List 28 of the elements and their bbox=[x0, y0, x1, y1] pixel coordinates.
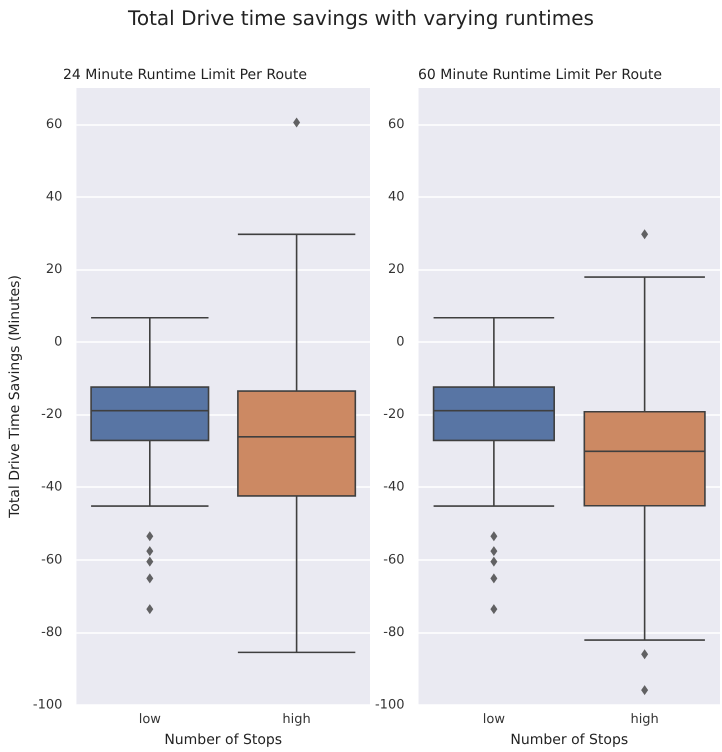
y-tick-label: 20 bbox=[46, 262, 62, 277]
y-tick-label: -100 bbox=[374, 698, 405, 712]
y-tick-label: 60 bbox=[388, 116, 405, 132]
y-tick-label: -20 bbox=[383, 407, 405, 422]
y-tick-label: -40 bbox=[383, 480, 405, 495]
y-tick-label: -60 bbox=[383, 552, 405, 568]
y-tick-label: -80 bbox=[383, 624, 405, 640]
y-tick-label: 0 bbox=[396, 334, 405, 350]
y-tick-label: -40 bbox=[41, 480, 62, 495]
x-tick-label: low bbox=[482, 712, 506, 727]
x-tick-label: low bbox=[138, 712, 162, 727]
chart-title: Total Drive time savings with varying runtimes bbox=[127, 6, 595, 30]
y-tick-label: -60 bbox=[41, 552, 62, 568]
chart-subtitle: 24 Minute Runtime Limit Per Route bbox=[63, 67, 308, 83]
y-tick-label: -20 bbox=[41, 407, 62, 422]
x-tick-label: high bbox=[630, 712, 659, 727]
y-tick-label: 0 bbox=[54, 334, 62, 350]
y-tick-label: 20 bbox=[388, 262, 405, 277]
y-tick-label: 40 bbox=[46, 189, 62, 204]
y-tick-label: -80 bbox=[41, 624, 62, 640]
y-axis-title: Total Drive Time Savings (Minutes) bbox=[7, 275, 23, 519]
y-tick-label: 60 bbox=[46, 116, 62, 132]
y-tick-label: -100 bbox=[32, 698, 62, 712]
x-axis-title: Number of Stops bbox=[164, 732, 282, 748]
y-tick-label: 40 bbox=[388, 189, 405, 204]
chart-subtitle: 60 Minute Runtime Limit Per Route bbox=[418, 67, 662, 83]
x-axis-title: Number of Stops bbox=[510, 732, 628, 748]
x-tick-label: high bbox=[282, 712, 311, 727]
